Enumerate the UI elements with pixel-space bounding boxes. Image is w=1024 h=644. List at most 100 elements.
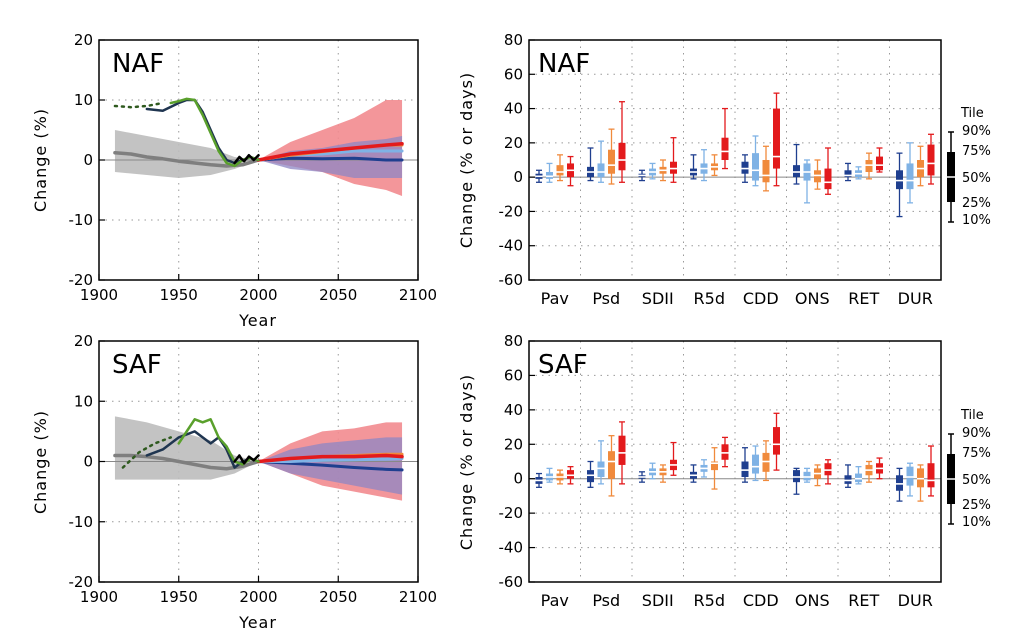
box-iqr [618, 435, 626, 465]
box-iqr [844, 170, 852, 178]
y-tick-label: -10 [69, 211, 94, 229]
y-tick-label: -60 [499, 573, 524, 591]
panel-saf-boxes: Pav Psd SDII R5d CDD ONS RET DUR -60 -40 -20 0 20 40 6… [457, 332, 942, 610]
y-tick-label: -20 [499, 202, 524, 220]
category-label: CDD [743, 289, 779, 308]
box-iqr [824, 168, 832, 190]
box-iqr [906, 163, 914, 190]
box-iqr [721, 137, 729, 160]
plot-frame [528, 340, 942, 583]
y-tick-label: 20 [74, 332, 93, 350]
y-axis-label: Change (% or days) [457, 374, 476, 550]
panel-title: NAF [538, 49, 590, 79]
y-tick-label: -10 [69, 513, 94, 531]
box-iqr [917, 468, 924, 488]
panel-naf-boxes: Pav Psd SDII R5d CDD ONS RET DUR -60 -40 -20 0 20 40 6… [457, 31, 942, 308]
y-tick-label: 20 [504, 435, 523, 453]
y-tick-label: 60 [504, 65, 523, 83]
box-iqr [896, 475, 903, 491]
key-label: 50% [962, 473, 991, 488]
y-tick-label: 40 [504, 100, 523, 118]
box-iqr [546, 172, 553, 179]
x-tick-label: 1950 [160, 588, 198, 606]
plot-frame [528, 39, 942, 281]
box-iqr [865, 160, 873, 172]
box-iqr [567, 470, 574, 479]
key-label: 75% [962, 144, 991, 159]
key-label: 25% [962, 498, 991, 513]
key-label: 10% [962, 213, 991, 228]
tile-key-top: Tile 90% 75% 50% 25% 10% [947, 106, 991, 228]
x-axis-label: Year [238, 613, 277, 632]
box-iqr [721, 444, 729, 460]
panel-naf-timeseries: 1900 1950 2000 2050 2100 -20 -10 0 10 20 NAF Year… [31, 31, 437, 330]
category-label: R5d [694, 289, 725, 308]
series-line-obs-black [233, 454, 260, 465]
box-iqr [927, 463, 935, 488]
x-tick-label: 2100 [399, 286, 437, 304]
box-iqr [773, 108, 780, 169]
panel-saf-timeseries: 1900 1950 2000 2050 2100 -20 -10 0 10 20 SAF Year… [31, 332, 437, 632]
box-iqr [793, 165, 800, 178]
category-label: SDII [642, 591, 674, 610]
y-axis-label: Change (% or days) [457, 72, 476, 248]
category-label: Pav [541, 289, 569, 308]
category-label: RET [848, 591, 879, 610]
uncertainty-band-gray-band [114, 416, 259, 480]
y-tick-label: 20 [74, 31, 93, 49]
key-label: 25% [962, 196, 991, 211]
box-iqr [762, 452, 770, 472]
y-axis-label: Change (%) [31, 410, 50, 514]
y-tick-label: 10 [74, 91, 93, 109]
x-tick-label: 1950 [160, 286, 198, 304]
y-tick-label: 80 [504, 31, 523, 49]
category-label: Psd [592, 289, 620, 308]
box-iqr [762, 160, 770, 183]
y-axis-label: Change (%) [31, 108, 50, 212]
box-iqr [773, 427, 780, 455]
y-tick-label: 20 [504, 134, 523, 152]
series-line-red [256, 142, 404, 162]
box-iqr [752, 153, 759, 181]
x-tick-label: 2050 [319, 286, 357, 304]
series-line-red [256, 453, 404, 464]
box-iqr [803, 471, 811, 481]
tile-key-bottom: Tile 90% 75% 50% 25% 10% [947, 408, 991, 530]
box-iqr [855, 473, 862, 483]
key-label: 90% [962, 426, 991, 441]
box-iqr [618, 142, 626, 171]
key-label: 10% [962, 515, 991, 530]
panel-title: SAF [538, 350, 588, 380]
box-iqr [793, 470, 800, 483]
category-label: Pav [541, 591, 569, 610]
y-tick-label: -60 [499, 271, 524, 289]
box-iqr [587, 470, 594, 483]
y-tick-label: 0 [513, 470, 523, 488]
box-iqr [824, 463, 832, 476]
box-iqr [711, 461, 718, 471]
box-iqr [597, 461, 605, 477]
y-tick-label: -20 [69, 271, 94, 289]
y-tick-label: 40 [504, 401, 523, 419]
key-label: 90% [962, 124, 991, 139]
y-tick-label: -40 [499, 237, 524, 255]
category-label: Psd [592, 591, 620, 610]
box-iqr [927, 144, 935, 176]
box-iqr [906, 466, 914, 486]
category-label: DUR [898, 591, 933, 610]
key-label: 50% [962, 171, 991, 186]
y-tick-label: 60 [504, 366, 523, 384]
panel-title: NAF [112, 49, 164, 79]
series-line-dark-blue [257, 156, 404, 162]
series-line-obs-dark_green [121, 436, 173, 469]
y-tick-label: 0 [83, 453, 93, 471]
box-iqr [896, 170, 903, 190]
y-tick-label: -20 [69, 573, 94, 591]
category-label: ONS [795, 289, 830, 308]
tile-key-title: Tile [960, 408, 984, 423]
box-iqr [608, 149, 615, 174]
box-iqr [608, 451, 615, 479]
box-iqr [844, 475, 852, 484]
x-tick-label: 2000 [239, 286, 277, 304]
series-line-dark-blue [257, 460, 404, 472]
